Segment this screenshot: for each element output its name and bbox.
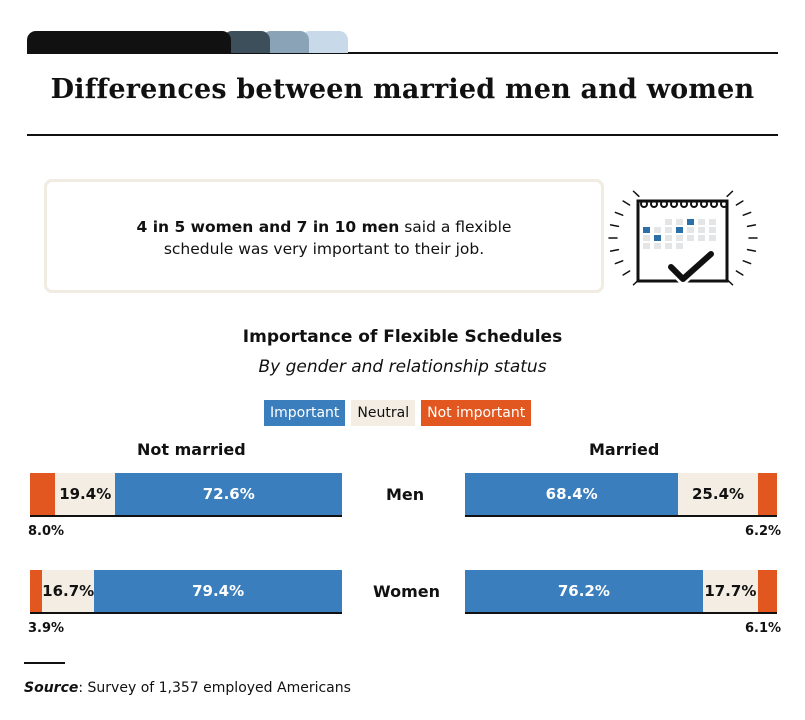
bar-not-married-women: 16.7% 79.4% [30,570,342,614]
calendar-day-cell [698,235,705,241]
calendar-day-cell [709,227,716,233]
bar-segment-not-important [30,473,55,515]
calendar-day-cell [676,235,683,241]
group-label-not-married: Not married [137,440,246,459]
calendar-day-cell [665,235,672,241]
calendar-day-cell [654,243,661,249]
row-label-men: Men [386,485,425,504]
calendar-day-cell [687,219,694,225]
calendar-ring [680,199,688,208]
calendar-day-cell [698,227,705,233]
calendar-day-cell [698,219,705,225]
calendar-ray [746,224,757,228]
top-rule [27,52,778,54]
calendar-ring [710,199,718,208]
calendar-day-cell [654,227,661,233]
bar-married-women: 76.2% 17.7% [465,570,777,614]
calendar-check-icon [608,190,758,286]
data-label-not-important: 3.9% [28,621,65,636]
bar-segment-important: 68.4% [465,473,679,515]
header-tab-1 [27,31,231,53]
calendar-day-cell [643,243,650,249]
calendar-ring [690,199,698,208]
bar-segment-important: 72.6% [115,473,342,515]
calendar-day-cell [676,219,683,225]
calendar-ray [742,260,752,265]
chart-subtitle: By gender and relationship status [258,357,547,377]
calendar-ray [609,224,620,228]
legend-item-neutral: Neutral [351,400,416,426]
legend-item-important: Important [264,400,346,426]
bar-not-married-men: 19.4% 72.6% [30,473,342,517]
data-label-not-important: 6.1% [745,621,782,636]
calendar-day-cell [687,235,694,241]
bar-segment-neutral: 25.4% [678,473,758,515]
calendar-day-cell [709,219,716,225]
calendar-ray [614,211,624,216]
bar-segment-important: 79.4% [94,570,342,612]
source-text: : Survey of 1,357 employed Americans [78,680,351,696]
stat-callout: 4 in 5 women and 7 in 10 men said a flex… [44,179,604,293]
calendar-day-cell [665,243,672,249]
bar-segment-neutral: 16.7% [42,570,95,612]
calendar-ring [670,199,678,208]
chart-title: Importance of Flexible Schedules [242,327,563,347]
calendar-ray [735,200,744,206]
calendar-day-cell [676,227,683,233]
callout-text-line2: schedule was very important to their job… [163,240,485,258]
calendar-day-cell [654,235,661,241]
calendar-ray [742,211,752,216]
calendar-ray [726,190,734,198]
row-label-women: Women [373,582,440,601]
calendar-ring [700,199,708,208]
page-title: Differences between married men and wome… [50,74,755,105]
data-label-not-important: 8.0% [28,524,65,539]
calendar-day-cell [665,219,672,225]
calendar-ring [650,199,658,208]
bar-segment-not-important [757,473,777,515]
calendar-day-cell [676,243,683,249]
calendar-day-cell [643,227,650,233]
bar-segment-important: 76.2% [465,570,703,612]
calendar-day-cell [709,235,716,241]
callout-text-line1: said a flexible [399,218,512,236]
bar-segment-not-important [757,570,777,612]
header-tab-4 [301,31,348,53]
bar-married-men: 68.4% 25.4% [465,473,777,517]
calendar-ray [614,260,624,265]
callout-bold-text: 4 in 5 women and 7 in 10 men [136,218,400,236]
calendar-ray [632,190,640,198]
calendar-ray [746,248,757,252]
header-tabs [27,31,348,53]
calendar-ring [660,199,668,208]
legend: Important Neutral Not important [264,400,532,426]
header-tab-3 [262,31,309,53]
bar-segment-not-important [30,570,43,612]
calendar-ray [622,200,631,206]
calendar-ray [622,270,631,276]
group-label-married: Married [589,440,660,459]
source-rule [24,662,65,664]
callout-text: 4 in 5 women and 7 in 10 men said a flex… [47,216,601,260]
bar-segment-neutral: 17.7% [702,570,758,612]
calendar-ray [735,270,744,276]
source-label: Source [24,680,79,696]
calendar-day-cell [643,235,650,241]
calendar-ring [640,199,648,208]
data-label-not-important: 6.2% [745,524,782,539]
calendar-day-cell [665,227,672,233]
title-rule [27,134,778,136]
calendar-ray [609,248,620,252]
bar-segment-neutral: 19.4% [54,473,116,515]
calendar-ring [720,199,728,208]
calendar-day-cell [687,227,694,233]
legend-item-not-important: Not important [421,400,532,426]
header-tab-2 [223,31,270,53]
source-note: Source: Survey of 1,357 employed America… [24,680,351,696]
